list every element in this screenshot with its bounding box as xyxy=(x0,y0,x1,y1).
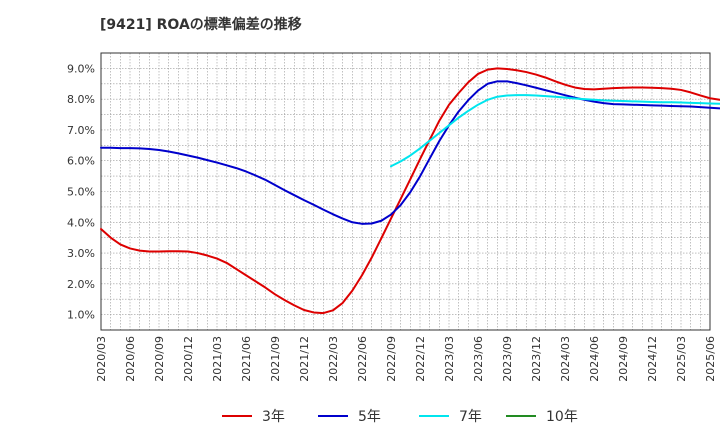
legend-label: 7年 xyxy=(459,409,482,425)
y-tick-label: 2.0% xyxy=(67,278,95,291)
plot-frame xyxy=(100,52,711,331)
x-tick-label: 2022/06 xyxy=(356,336,369,382)
x-tick-label: 2025/03 xyxy=(675,336,688,382)
x-tick-label: 2024/06 xyxy=(588,336,601,382)
legend-swatch xyxy=(419,415,449,417)
x-tick-label: 2021/12 xyxy=(298,336,311,382)
legend-label: 3年 xyxy=(262,409,285,425)
y-tick-label: 3.0% xyxy=(67,247,95,260)
x-tick-label: 2023/12 xyxy=(530,336,543,382)
legend-label: 10年 xyxy=(546,409,578,425)
x-tick-label: 2024/03 xyxy=(559,336,572,382)
grid-layer xyxy=(100,52,711,331)
y-tick-label: 5.0% xyxy=(67,186,95,199)
x-tick-label: 2020/03 xyxy=(95,336,108,382)
series-line-3 xyxy=(390,94,720,168)
x-tick-label: 2024/09 xyxy=(617,336,630,382)
chart-title: [9421] ROAの標準偏差の推移 xyxy=(100,17,302,33)
x-tick-label: 2022/03 xyxy=(327,336,340,382)
y-tick-label: 4.0% xyxy=(67,216,95,229)
x-tick-label: 2021/03 xyxy=(211,336,224,382)
legend-item: 7年 xyxy=(419,404,482,428)
y-tick-label: 7.0% xyxy=(67,124,95,137)
x-tick-label: 2024/12 xyxy=(646,336,659,382)
legend-item: 10年 xyxy=(506,404,578,428)
legend-swatch xyxy=(222,415,252,417)
legend-label: 5年 xyxy=(358,409,381,425)
y-tick-label: 9.0% xyxy=(67,62,95,75)
y-tick-label: 8.0% xyxy=(67,93,95,106)
axis-layer xyxy=(100,52,711,331)
series-line-2 xyxy=(100,80,720,225)
x-tick-label: 2021/06 xyxy=(240,336,253,382)
x-tick-label: 2023/06 xyxy=(472,336,485,382)
legend: 3年 5年 7年 10年 xyxy=(0,404,720,428)
x-tick-label: 2025/06 xyxy=(704,336,717,382)
x-tick-label: 2023/09 xyxy=(501,336,514,382)
x-tick-label: 2020/09 xyxy=(153,336,166,382)
x-tick-label: 2023/03 xyxy=(443,336,456,382)
legend-item: 5年 xyxy=(318,404,381,428)
legend-item: 3年 xyxy=(222,404,285,428)
x-tick-label: 2022/09 xyxy=(385,336,398,382)
x-tick-label: 2021/09 xyxy=(269,336,282,382)
x-tick-label: 2020/12 xyxy=(182,336,195,382)
x-tick-label: 2022/12 xyxy=(414,336,427,382)
legend-swatch xyxy=(506,415,536,417)
x-tick-label: 2020/06 xyxy=(124,336,137,382)
series-line-1 xyxy=(100,67,720,315)
series-layer xyxy=(100,67,720,315)
legend-swatch xyxy=(318,415,348,417)
y-tick-label: 1.0% xyxy=(67,309,95,322)
label-layer: 1.0% 2.0% 3.0% 4.0% 5.0% 6.0% 7.0% 8.0% 9.0% 2020… xyxy=(67,62,717,381)
y-tick-label: 6.0% xyxy=(67,155,95,168)
